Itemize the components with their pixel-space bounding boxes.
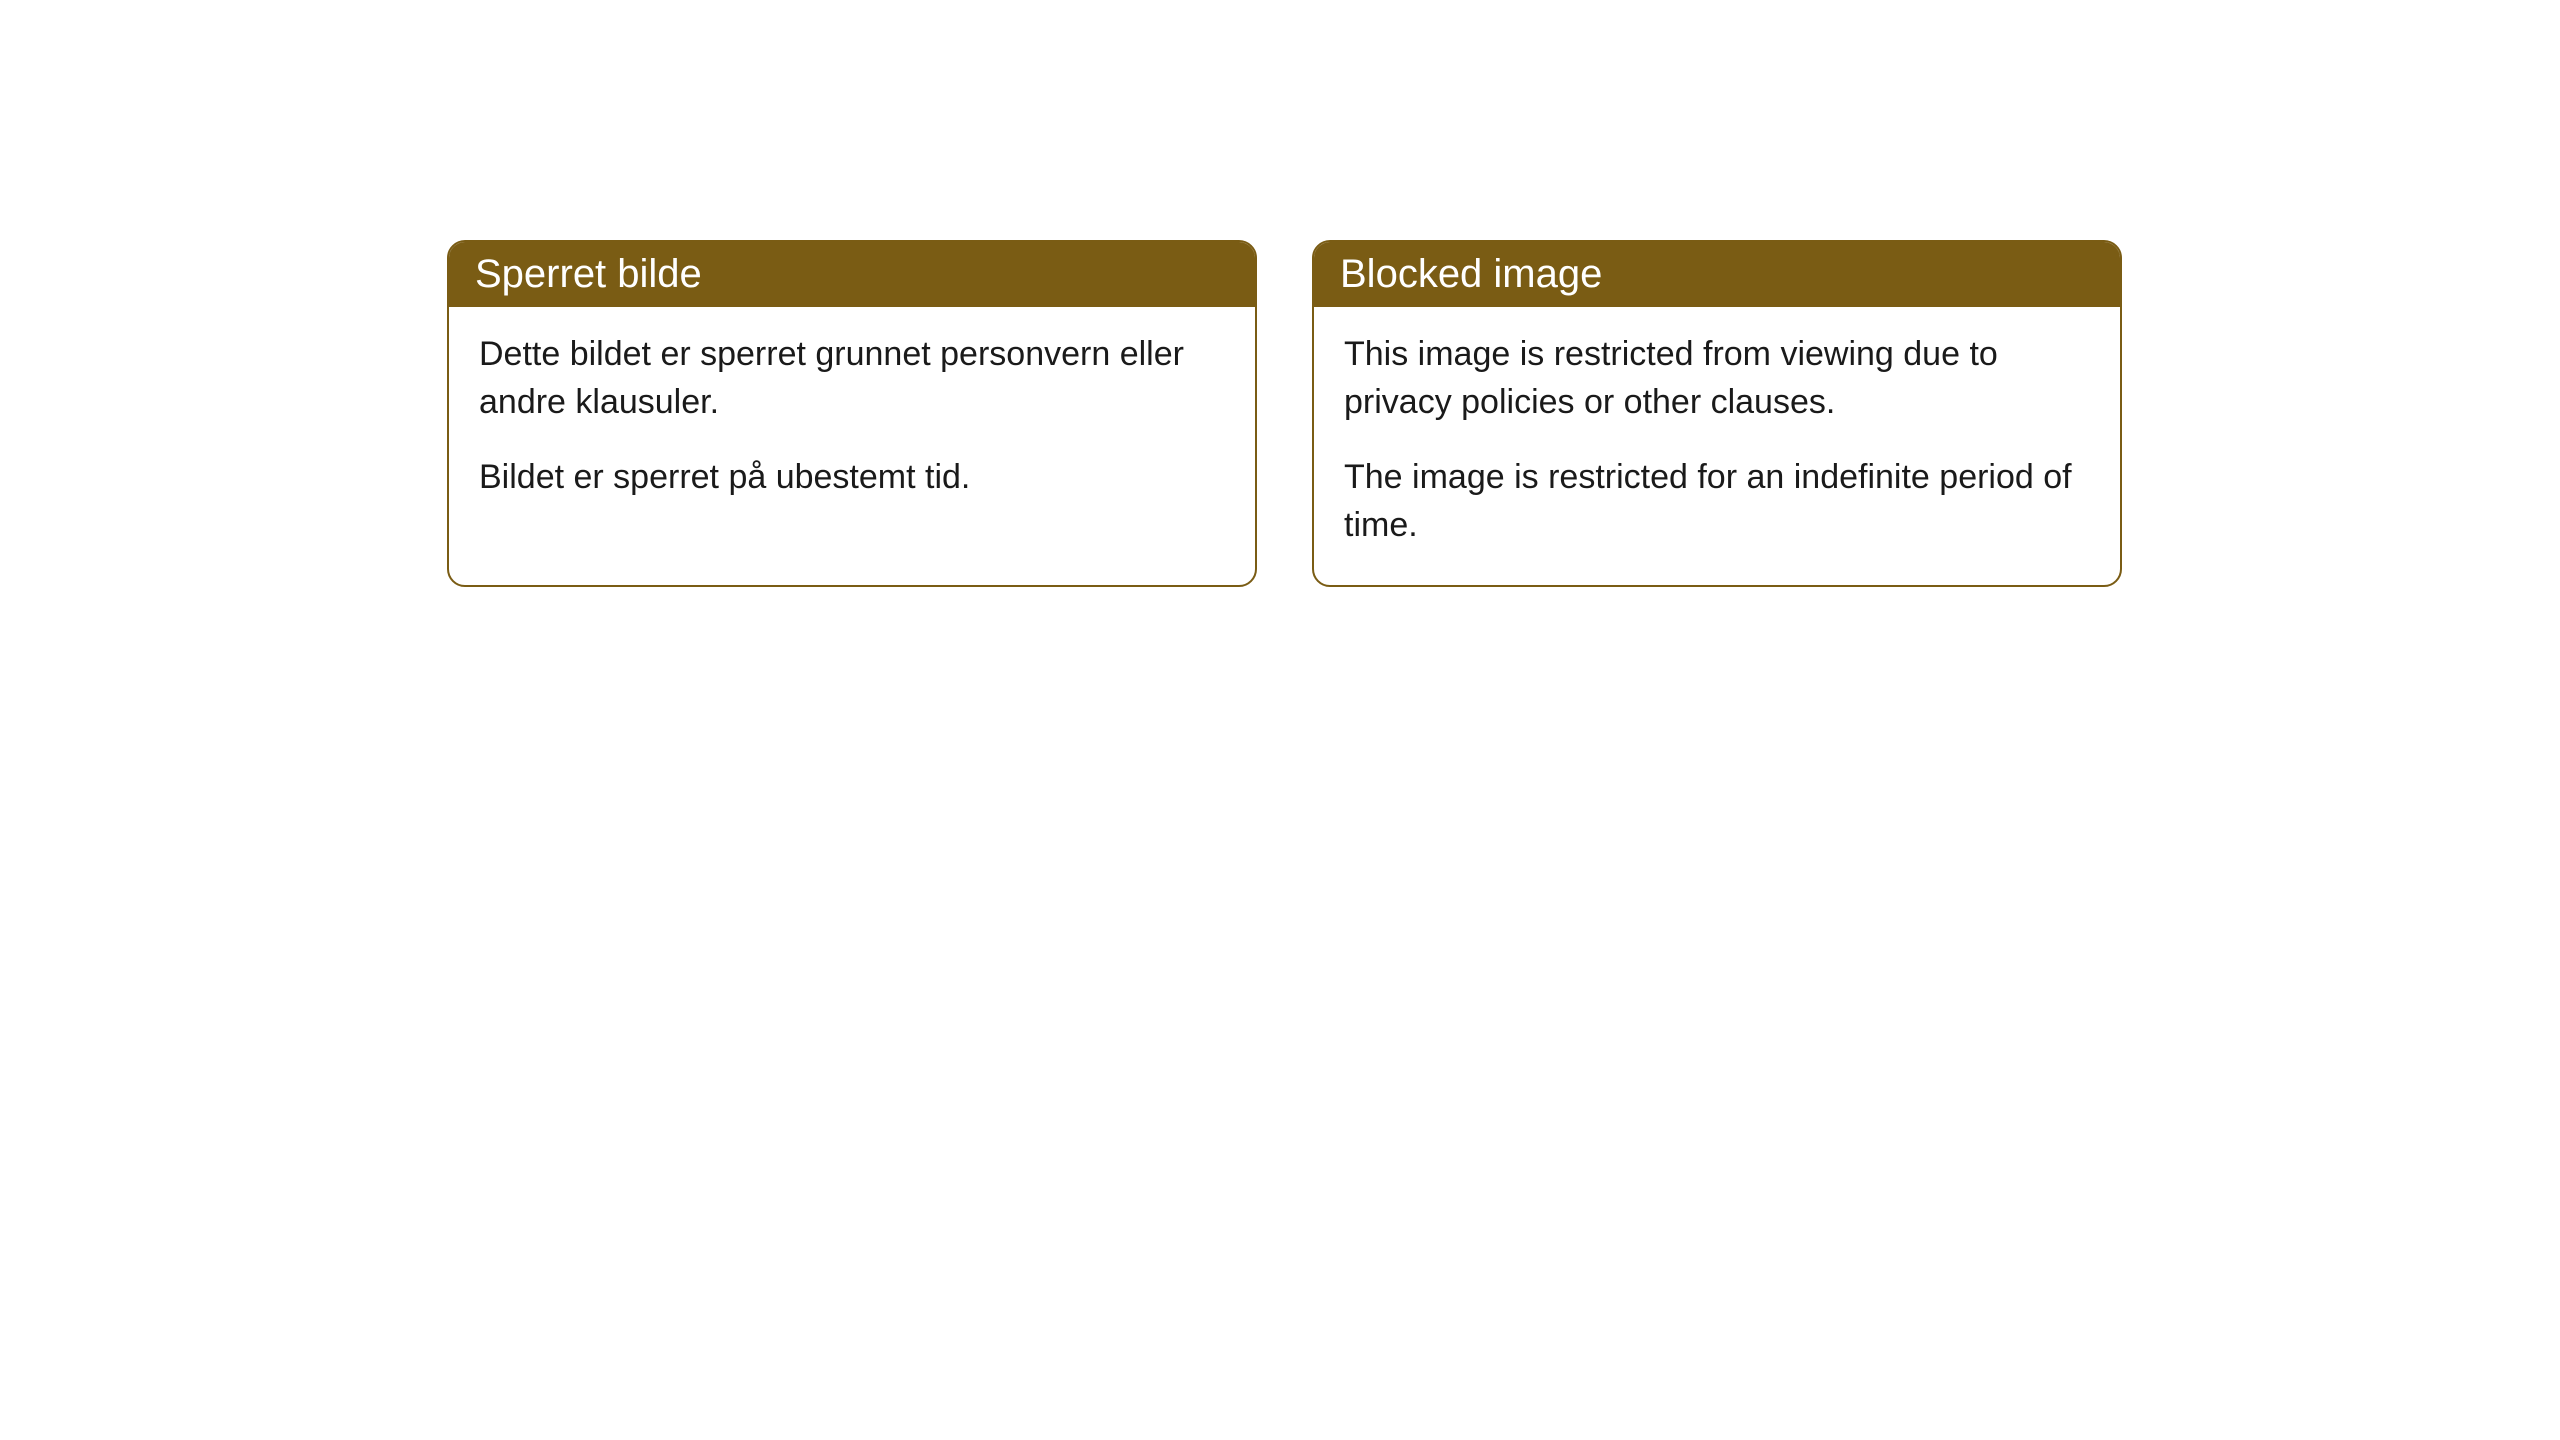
card-header-norwegian: Sperret bilde (449, 242, 1255, 307)
card-paragraph-2-english: The image is restricted for an indefinit… (1344, 454, 2090, 549)
card-header-english: Blocked image (1314, 242, 2120, 307)
card-english: Blocked image This image is restricted f… (1312, 240, 2122, 587)
card-body-english: This image is restricted from viewing du… (1314, 307, 2120, 585)
cards-container: Sperret bilde Dette bildet er sperret gr… (447, 240, 2122, 587)
card-norwegian: Sperret bilde Dette bildet er sperret gr… (447, 240, 1257, 587)
card-paragraph-1-norwegian: Dette bildet er sperret grunnet personve… (479, 331, 1225, 426)
card-title-norwegian: Sperret bilde (475, 252, 702, 296)
card-paragraph-2-norwegian: Bildet er sperret på ubestemt tid. (479, 454, 1225, 502)
card-title-english: Blocked image (1340, 252, 1602, 296)
card-body-norwegian: Dette bildet er sperret grunnet personve… (449, 307, 1255, 538)
card-paragraph-1-english: This image is restricted from viewing du… (1344, 331, 2090, 426)
